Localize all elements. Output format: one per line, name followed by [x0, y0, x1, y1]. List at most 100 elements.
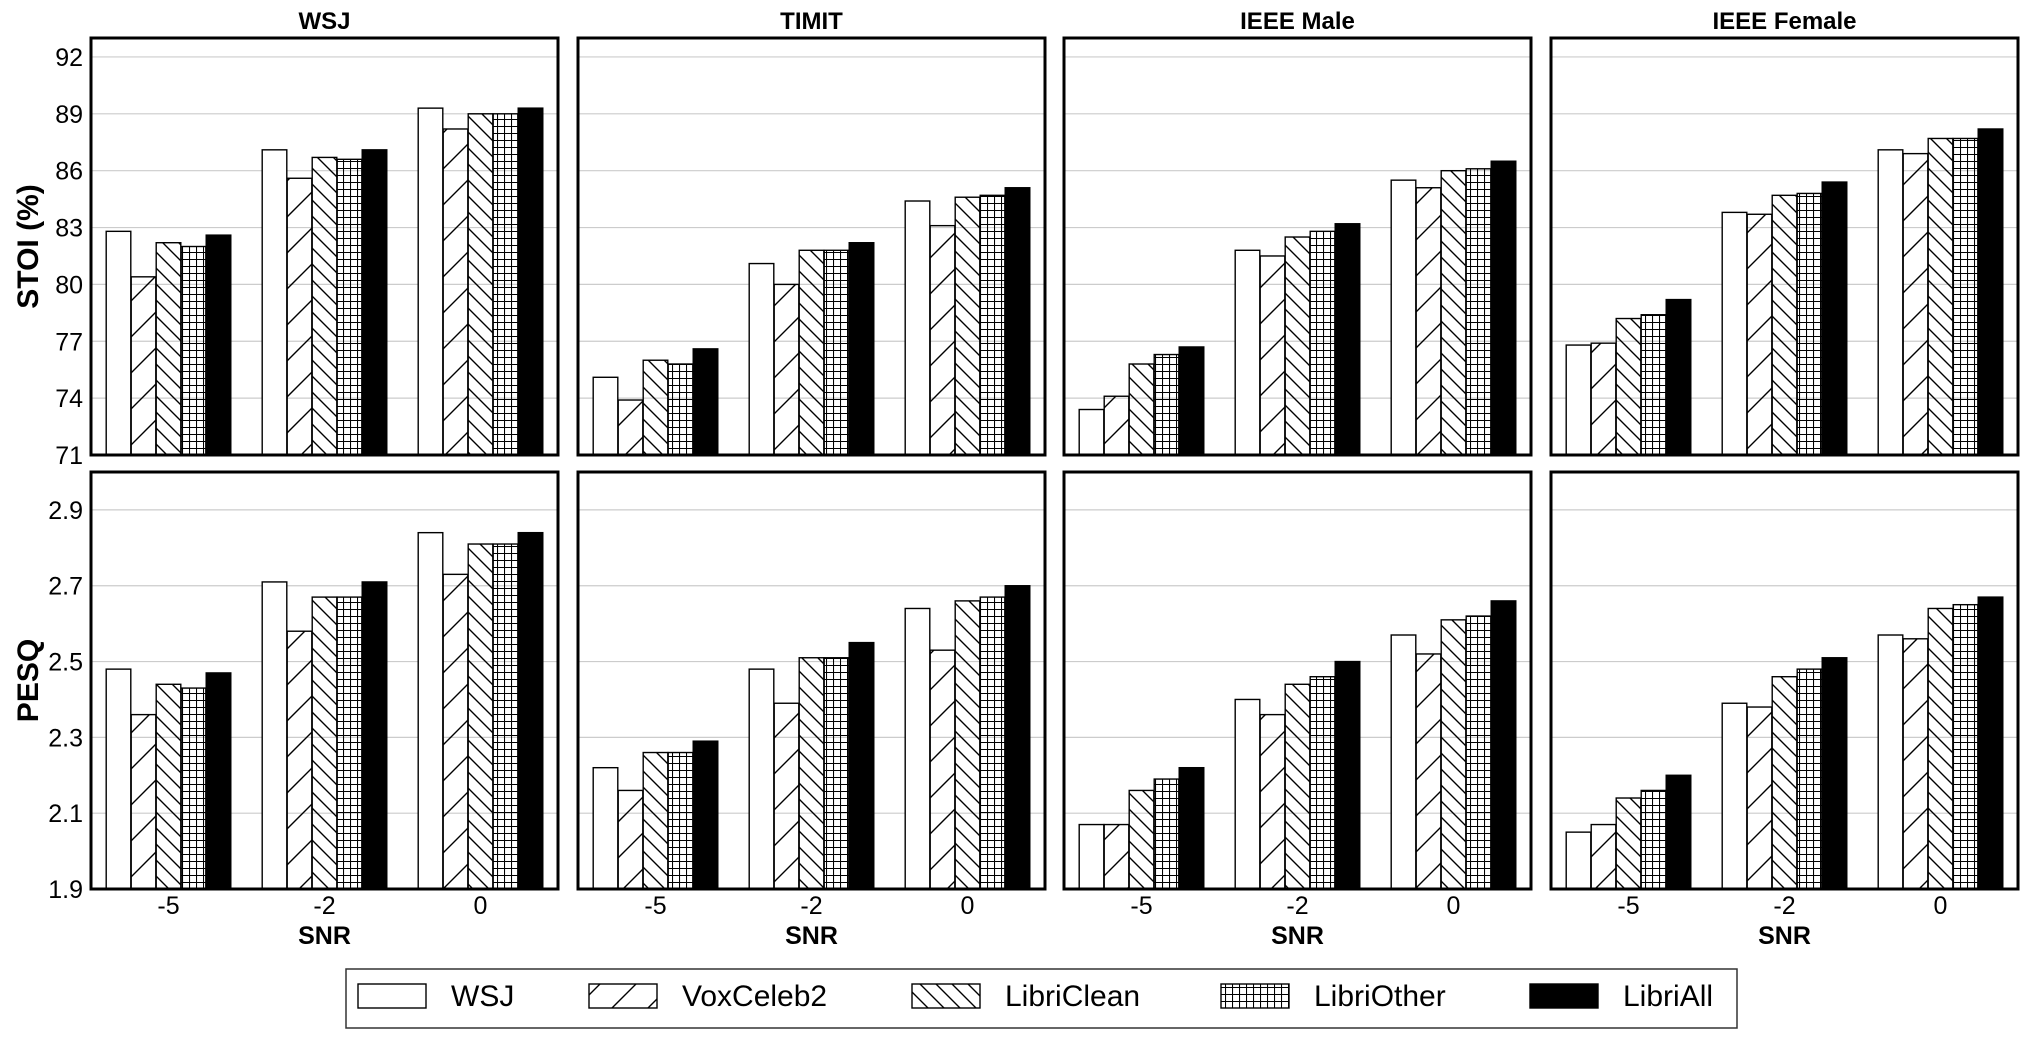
bar-LibriOther--5 — [180, 245, 207, 456]
bar-VoxCeleb2-0 — [1415, 653, 1442, 890]
bar-LibriClean-0 — [1440, 619, 1467, 890]
bar-VoxCeleb2-0 — [1902, 638, 1929, 890]
bar-WSJ-0 — [1877, 149, 1904, 456]
y-tick-label: 71 — [55, 442, 83, 470]
x-tick-label: 0 — [961, 892, 975, 920]
bar-WSJ-0 — [417, 531, 444, 890]
y-tick-label: 2.7 — [48, 573, 83, 601]
bar-LibriOther--5 — [667, 751, 694, 890]
legend-swatch-WSJ — [357, 983, 427, 1009]
bar-LibriAll-0 — [1490, 160, 1517, 456]
panel-frame — [89, 470, 560, 891]
bar-WSJ-0 — [417, 107, 444, 456]
x-tick-label: -5 — [1617, 892, 1639, 920]
bar-WSJ-0 — [1390, 179, 1417, 456]
legend-label-VoxCeleb2: VoxCeleb2 — [682, 980, 827, 1013]
bar-WSJ--5 — [592, 376, 619, 456]
bar-LibriOther--2 — [336, 596, 363, 890]
bar-LibriOther-0 — [979, 194, 1006, 456]
bar-LibriClean--5 — [1615, 797, 1642, 890]
bar-LibriAll--5 — [205, 234, 232, 456]
panel-frame — [576, 470, 1047, 891]
y-tick-label: 92 — [55, 44, 83, 72]
bar-VoxCeleb2--2 — [1259, 713, 1286, 890]
bar-VoxCeleb2--2 — [286, 630, 313, 890]
bar-LibriOther--2 — [1309, 676, 1336, 890]
bar-LibriClean--5 — [642, 751, 669, 890]
legend-swatch-VoxCeleb2 — [588, 983, 658, 1009]
x-tick-label: -5 — [644, 892, 666, 920]
bar-VoxCeleb2-0 — [442, 573, 469, 890]
bar-LibriOther-0 — [979, 596, 1006, 890]
bar-WSJ--5 — [1565, 831, 1592, 890]
bar-VoxCeleb2--2 — [1259, 255, 1286, 456]
bar-LibriOther--2 — [336, 158, 363, 456]
x-tick-label: 0 — [474, 892, 488, 920]
bar-LibriClean--5 — [1615, 317, 1642, 456]
bar-LibriClean--2 — [1771, 676, 1798, 890]
bar-VoxCeleb2--2 — [1746, 706, 1773, 890]
bar-LibriAll--2 — [848, 641, 875, 890]
bar-LibriOther--2 — [1796, 668, 1823, 890]
y-axis-label-0: STOI (%) — [12, 184, 45, 308]
bar-LibriAll-0 — [1977, 596, 2004, 890]
panel-1-2 — [1062, 470, 1533, 891]
bar-LibriAll--5 — [1178, 346, 1205, 456]
bar-LibriAll--2 — [1821, 181, 1848, 456]
bar-VoxCeleb2--5 — [617, 399, 644, 456]
bar-WSJ--5 — [592, 766, 619, 890]
bar-WSJ--2 — [748, 668, 775, 890]
y-tick-label: 89 — [55, 101, 83, 129]
panel-0-0 — [89, 36, 560, 457]
bar-VoxCeleb2--5 — [1103, 823, 1130, 890]
bar-LibriOther-0 — [492, 543, 519, 890]
bar-LibriClean-0 — [1927, 607, 1954, 890]
x-tick-label: 0 — [1934, 892, 1948, 920]
bar-LibriClean-0 — [1927, 137, 1954, 456]
bar-LibriAll--2 — [1334, 660, 1361, 890]
bar-LibriAll-0 — [517, 107, 544, 456]
bar-LibriAll--2 — [1821, 657, 1848, 890]
bar-LibriOther-0 — [1465, 615, 1492, 890]
bar-LibriClean-0 — [1440, 169, 1467, 456]
bar-LibriAll-0 — [1004, 187, 1031, 456]
bar-LibriClean--2 — [1284, 236, 1311, 456]
y-tick-label: 1.9 — [48, 876, 83, 904]
bar-LibriClean-0 — [467, 113, 494, 456]
legend-label-LibriClean: LibriClean — [1005, 980, 1140, 1013]
panel-frame — [89, 36, 560, 457]
x-tick-label: -5 — [157, 892, 179, 920]
bar-VoxCeleb2--5 — [617, 789, 644, 890]
bar-LibriOther--5 — [667, 363, 694, 456]
bar-WSJ-0 — [1390, 634, 1417, 890]
panel-1-0 — [89, 470, 560, 891]
bar-WSJ--2 — [1234, 249, 1261, 456]
x-axis-label: SNR — [1271, 922, 1324, 950]
x-tick-label: -2 — [800, 892, 822, 920]
bar-VoxCeleb2--2 — [286, 177, 313, 456]
legend-swatch-LibriAll — [1529, 983, 1599, 1009]
bar-LibriOther--2 — [823, 249, 850, 456]
bar-WSJ--2 — [261, 149, 288, 456]
legend-swatch-LibriClean — [911, 983, 981, 1009]
bar-LibriAll--5 — [1665, 774, 1692, 890]
panel-title-1: TIMIT — [780, 8, 843, 35]
bar-WSJ--2 — [1721, 702, 1748, 890]
panel-frame — [1062, 36, 1533, 457]
panel-title-0: WSJ — [298, 8, 350, 35]
bar-VoxCeleb2--5 — [1590, 342, 1617, 456]
y-tick-label: 77 — [55, 328, 83, 356]
bar-LibriClean--2 — [311, 156, 338, 456]
x-tick-label: -5 — [1130, 892, 1152, 920]
bar-LibriClean--5 — [155, 683, 182, 890]
x-tick-label: 0 — [1447, 892, 1461, 920]
panel-frame — [1549, 470, 2020, 891]
x-axis-label: SNR — [1758, 922, 1811, 950]
bar-VoxCeleb2--5 — [1590, 823, 1617, 890]
bar-LibriAll-0 — [517, 531, 544, 890]
bar-LibriClean--5 — [1128, 789, 1155, 890]
panel-title-3: IEEE Female — [1712, 8, 1856, 35]
panel-frame — [576, 36, 1047, 457]
y-tick-label: 2.3 — [48, 724, 83, 752]
bar-VoxCeleb2-0 — [929, 224, 956, 456]
